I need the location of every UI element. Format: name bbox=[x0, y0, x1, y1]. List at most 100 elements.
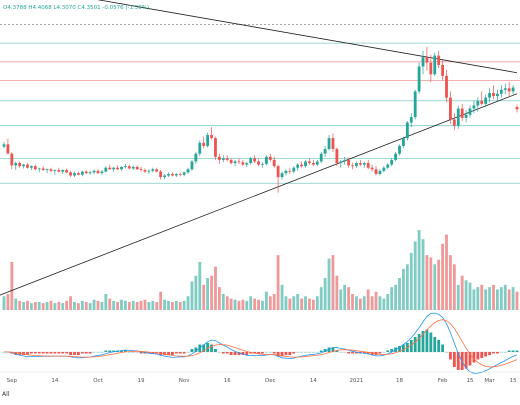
volume-bar bbox=[14, 299, 17, 310]
candle-body bbox=[457, 109, 460, 126]
candle-body bbox=[351, 165, 354, 166]
candle-body bbox=[257, 161, 260, 164]
x-tick-label: Feb bbox=[438, 378, 448, 384]
candle-body bbox=[469, 109, 472, 115]
volume-bar bbox=[465, 280, 468, 310]
volume-bar bbox=[371, 296, 374, 310]
candle-body bbox=[30, 166, 33, 168]
range-button-all[interactable]: All bbox=[2, 391, 10, 398]
volume-bar bbox=[147, 302, 150, 310]
volume-bar bbox=[304, 296, 307, 310]
volume-bar bbox=[159, 292, 162, 310]
candle-body bbox=[429, 63, 432, 75]
volume-bar bbox=[53, 303, 56, 310]
candle-body bbox=[132, 167, 135, 169]
macd-histogram-bar bbox=[496, 352, 499, 354]
candle-body bbox=[437, 56, 440, 65]
candle-body bbox=[488, 93, 491, 98]
macd-histogram-bar bbox=[77, 352, 80, 355]
candle-body bbox=[187, 169, 190, 172]
candle-body bbox=[241, 162, 244, 164]
volume-bar bbox=[386, 294, 389, 310]
candle-body bbox=[398, 146, 401, 154]
volume-bar bbox=[324, 278, 327, 310]
volume-bar bbox=[140, 301, 143, 310]
volume-bar bbox=[18, 301, 21, 310]
x-tick-label: Sep bbox=[7, 378, 18, 384]
macd-histogram-bar bbox=[57, 352, 60, 354]
volume-bar bbox=[426, 255, 429, 310]
candle-body bbox=[445, 76, 448, 98]
candle-body bbox=[226, 158, 229, 160]
macd-histogram-bar bbox=[433, 337, 436, 352]
macd-histogram-bar bbox=[206, 343, 209, 352]
candle-body bbox=[191, 161, 194, 169]
macd-histogram-bar bbox=[42, 352, 45, 354]
candle-body bbox=[269, 157, 272, 160]
candle-body bbox=[198, 143, 201, 154]
candle-body bbox=[218, 157, 221, 160]
volume-bar bbox=[42, 303, 45, 310]
candle-body bbox=[339, 161, 342, 163]
volume-bar bbox=[453, 264, 456, 310]
candle-body bbox=[214, 138, 217, 157]
volume-bar bbox=[183, 301, 186, 310]
candle-body bbox=[367, 163, 370, 168]
candle-body bbox=[77, 173, 80, 175]
macd-histogram-bar bbox=[480, 352, 483, 358]
macd-histogram-bar bbox=[414, 337, 417, 352]
candle-body bbox=[89, 172, 92, 173]
candle-body bbox=[136, 167, 139, 169]
volume-bar bbox=[418, 230, 421, 310]
candle-body bbox=[273, 160, 276, 166]
candle-body bbox=[18, 163, 21, 166]
volume-bar bbox=[73, 302, 76, 310]
volume-bar bbox=[441, 244, 444, 310]
candle-body bbox=[124, 166, 127, 167]
volume-bar bbox=[312, 300, 315, 310]
candle-body bbox=[46, 169, 49, 170]
volume-bar bbox=[57, 302, 60, 310]
macd-histogram-bar bbox=[214, 349, 217, 352]
volume-bar bbox=[332, 255, 335, 310]
volume-bar bbox=[108, 299, 111, 310]
macd-histogram-bar bbox=[386, 351, 389, 353]
x-tick-label: 2021 bbox=[349, 378, 363, 384]
candle-body bbox=[281, 173, 284, 177]
macd-histogram-bar bbox=[89, 352, 92, 354]
volume-bar bbox=[347, 287, 350, 310]
volume-bar bbox=[500, 287, 503, 310]
candle-body bbox=[484, 98, 487, 104]
macd-histogram-bar bbox=[379, 352, 382, 354]
candle-body bbox=[461, 109, 464, 118]
volume-bar bbox=[61, 303, 64, 310]
candle-body bbox=[347, 160, 350, 165]
macd-histogram-bar bbox=[292, 352, 295, 354]
volume-bar bbox=[288, 299, 291, 310]
candle-body bbox=[492, 93, 495, 96]
candle-body bbox=[441, 65, 444, 76]
volume-bar bbox=[375, 292, 378, 310]
candle-body bbox=[3, 144, 6, 146]
volume-bar bbox=[492, 285, 495, 310]
volume-bar bbox=[234, 300, 237, 310]
volume-bars bbox=[3, 230, 519, 310]
volume-bar bbox=[445, 235, 448, 310]
candle-body bbox=[300, 165, 303, 167]
macd-histogram-bar bbox=[61, 352, 64, 354]
volume-bar bbox=[112, 301, 115, 310]
candle-body bbox=[155, 169, 158, 171]
volume-bar bbox=[136, 302, 139, 310]
volume-bar bbox=[273, 294, 276, 310]
macd-histogram-bar bbox=[261, 352, 264, 354]
macd-histogram-bar bbox=[179, 352, 182, 354]
candle-body bbox=[480, 101, 483, 104]
candle-body bbox=[116, 168, 119, 170]
volume-bar bbox=[210, 276, 213, 310]
volume-bar bbox=[238, 301, 241, 310]
volume-bar bbox=[30, 303, 33, 310]
macd-histogram-bar bbox=[273, 352, 276, 354]
volume-bar bbox=[343, 285, 346, 310]
